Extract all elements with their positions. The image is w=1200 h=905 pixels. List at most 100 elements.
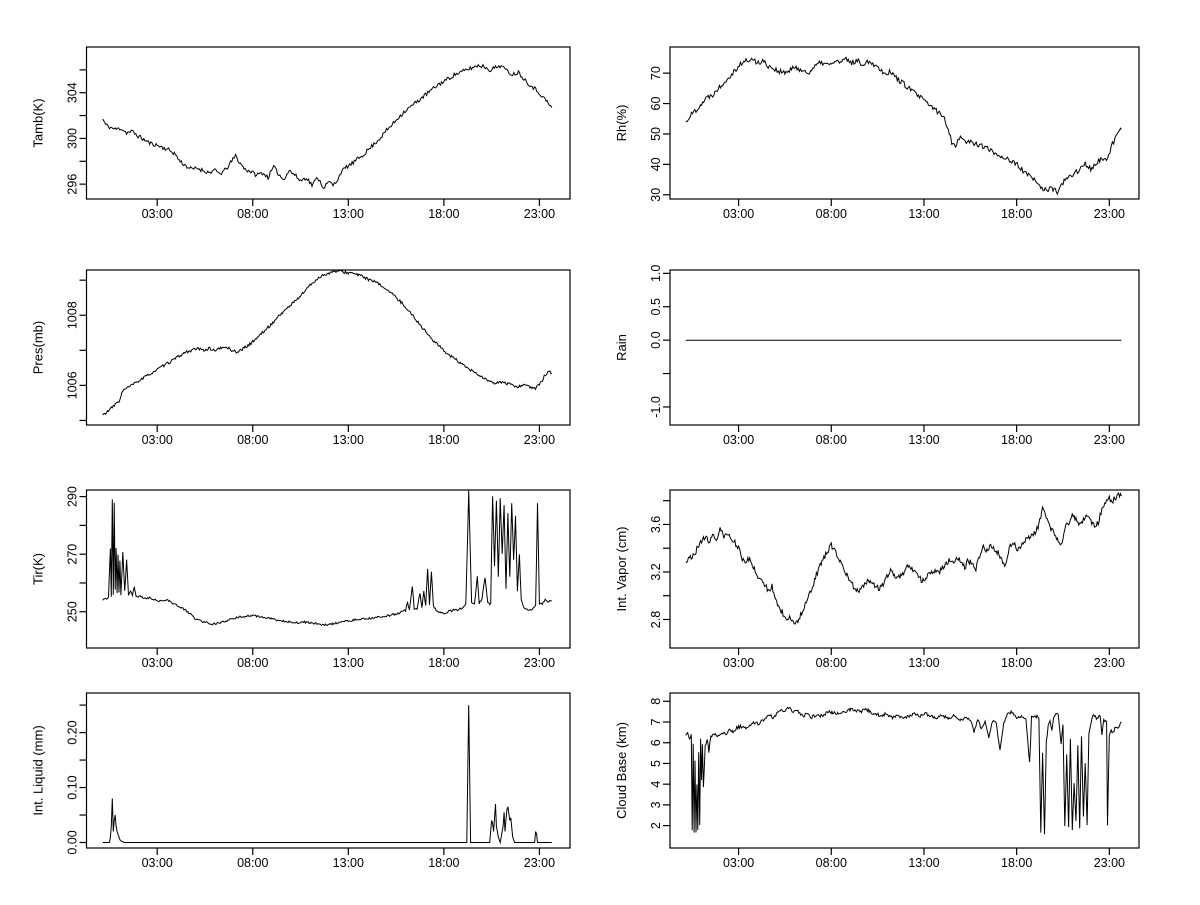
x-tick-label: 13:00 <box>908 856 939 870</box>
y-tick-label: 30 <box>649 188 663 202</box>
x-tick-label: 08:00 <box>237 207 268 221</box>
y-tick-label: 8 <box>649 698 663 705</box>
y-tick-label: 300 <box>66 128 80 149</box>
x-tick-label: 08:00 <box>816 433 847 447</box>
y-tick-label: 250 <box>66 601 80 622</box>
x-tick-label: 08:00 <box>237 433 268 447</box>
panel-liquid: 03:00 08:00 13:00 18:00 23:00 0.00 0.10 0.20 Int… <box>0 675 600 900</box>
chart-tamb: 03:00 08:00 13:00 18:00 23:00 296 300 304 Tamb(K… <box>31 46 571 221</box>
x-tick-label: 03:00 <box>142 856 173 870</box>
series-line-liquid <box>102 705 552 845</box>
y-tick-label: 1008 <box>66 301 80 329</box>
x-tick-label: 08:00 <box>816 856 847 870</box>
y-axis-title-rh: Rh(%) <box>614 105 629 142</box>
chart-pres: 03:00 08:00 13:00 18:00 23:00 1006 1008 Pres(mb… <box>31 269 571 447</box>
y-tick-label: 1.0 <box>649 265 663 282</box>
panel-vapor: 03:00 08:00 13:00 18:00 23:00 2.8 3.2 3.6 Int. V… <box>600 450 1200 675</box>
x-tick-label: 18:00 <box>1001 656 1032 670</box>
x-tick-label: 23:00 <box>1094 656 1125 670</box>
plot-box <box>85 46 571 200</box>
x-tick-label: 08:00 <box>816 656 847 670</box>
panel-rh: 03:00 08:00 13:00 18:00 23:00 30 40 50 60 70 Rh(%) <box>600 0 1200 225</box>
chart-rain: 03:00 08:00 13:00 18:00 23:00 -1.0 0.0 0.5 1.0 Ra… <box>614 265 1140 447</box>
x-tick-label: 03:00 <box>723 207 754 221</box>
series-line-tamb <box>102 63 553 189</box>
chart-cloudbase: 03:00 08:00 13:00 18:00 23:00 2 3 4 5 6 7 8 Cloud Ba… <box>614 692 1140 870</box>
y-tick-label: 0.0 <box>649 331 663 348</box>
x-tick-label: 18:00 <box>1001 207 1032 221</box>
x-tick-label: 03:00 <box>723 433 754 447</box>
x-tick-label: 18:00 <box>428 433 459 447</box>
y-tick-label: 0.20 <box>66 720 80 744</box>
panel-rain: 03:00 08:00 13:00 18:00 23:00 -1.0 0.0 0.5 1.0 Ra… <box>600 225 1200 450</box>
y-tick-label: 3.6 <box>649 516 663 533</box>
y-axis-title-rain: Rain <box>614 334 629 361</box>
plot-box <box>669 489 1140 649</box>
panel-tamb: 03:00 08:00 13:00 18:00 23:00 296 300 304 Tamb(K… <box>0 0 600 225</box>
chart-liquid: 03:00 08:00 13:00 18:00 23:00 0.00 0.10 0.20 Int… <box>31 692 571 870</box>
x-tick-label: 13:00 <box>333 207 364 221</box>
x-tick-label: 18:00 <box>428 207 459 221</box>
x-tick-label: 08:00 <box>237 656 268 670</box>
y-axis-title-cloudbase: Cloud Base (km) <box>614 722 629 819</box>
x-tick-label: 23:00 <box>524 433 555 447</box>
y-axis-title-pres: Pres(mb) <box>31 321 46 374</box>
y-tick-label: 60 <box>649 97 663 111</box>
chart-tir: 03:00 08:00 13:00 18:00 23:00 250 270 290 Tir(K) <box>31 486 571 670</box>
y-tick-label: 2 <box>649 822 663 829</box>
y-tick-label: 70 <box>649 66 663 80</box>
series-line-cloudbase <box>685 706 1122 835</box>
x-tick-label: 03:00 <box>142 207 173 221</box>
x-tick-label: 03:00 <box>142 433 173 447</box>
y-tick-label: 40 <box>649 157 663 171</box>
x-tick-label: 18:00 <box>428 856 459 870</box>
series-line-rh <box>685 56 1122 196</box>
x-tick-label: 03:00 <box>142 656 173 670</box>
panel-pres: 03:00 08:00 13:00 18:00 23:00 1006 1008 Pres(mb… <box>0 225 600 450</box>
plot-box <box>85 489 571 649</box>
y-tick-label: 7 <box>649 718 663 725</box>
y-axis-title-vapor: Int. Vapor (cm) <box>614 526 629 611</box>
x-tick-label: 13:00 <box>908 656 939 670</box>
x-tick-label: 08:00 <box>237 856 268 870</box>
plot-box <box>85 692 571 849</box>
chart-vapor: 03:00 08:00 13:00 18:00 23:00 2.8 3.2 3.6 Int. V… <box>614 489 1140 670</box>
y-tick-label: 2.8 <box>649 611 663 628</box>
x-tick-label: 13:00 <box>333 856 364 870</box>
x-tick-label: 23:00 <box>524 207 555 221</box>
y-tick-label: 1006 <box>66 371 80 399</box>
y-tick-label: 0.00 <box>66 830 80 854</box>
x-tick-label: 13:00 <box>333 656 364 670</box>
plot-box <box>669 46 1140 200</box>
plot-box <box>85 269 571 426</box>
y-axis-title-liquid: Int. Liquid (mm) <box>31 725 46 815</box>
y-axis-title-tir: Tir(K) <box>31 553 46 585</box>
x-tick-label: 23:00 <box>1094 856 1125 870</box>
y-tick-label: 270 <box>66 544 80 565</box>
panel-tir: 03:00 08:00 13:00 18:00 23:00 250 270 290 Tir(K) <box>0 450 600 675</box>
x-tick-label: 13:00 <box>908 207 939 221</box>
y-tick-label: 6 <box>649 739 663 746</box>
x-tick-label: 18:00 <box>428 656 459 670</box>
panel-cloudbase: 03:00 08:00 13:00 18:00 23:00 2 3 4 5 6 7 8 Cloud Ba… <box>600 675 1200 900</box>
y-tick-label: 3.2 <box>649 563 663 580</box>
x-tick-label: 18:00 <box>1001 856 1032 870</box>
x-tick-label: 18:00 <box>1001 433 1032 447</box>
y-tick-label: 0.5 <box>649 298 663 315</box>
x-tick-label: 03:00 <box>723 656 754 670</box>
x-tick-label: 13:00 <box>333 433 364 447</box>
series-line-pres <box>102 269 553 416</box>
y-axis-title-tamb: Tamb(K) <box>31 98 46 147</box>
y-tick-label: 50 <box>649 127 663 141</box>
y-tick-label: 3 <box>649 801 663 808</box>
y-tick-label: 0.10 <box>66 775 80 799</box>
x-tick-label: 03:00 <box>723 856 754 870</box>
series-line-vapor <box>685 492 1122 625</box>
x-tick-label: 23:00 <box>524 656 555 670</box>
x-tick-label: 23:00 <box>524 856 555 870</box>
series-line-tir <box>102 490 552 627</box>
plot-box <box>669 692 1140 849</box>
y-tick-label: 290 <box>66 486 80 507</box>
